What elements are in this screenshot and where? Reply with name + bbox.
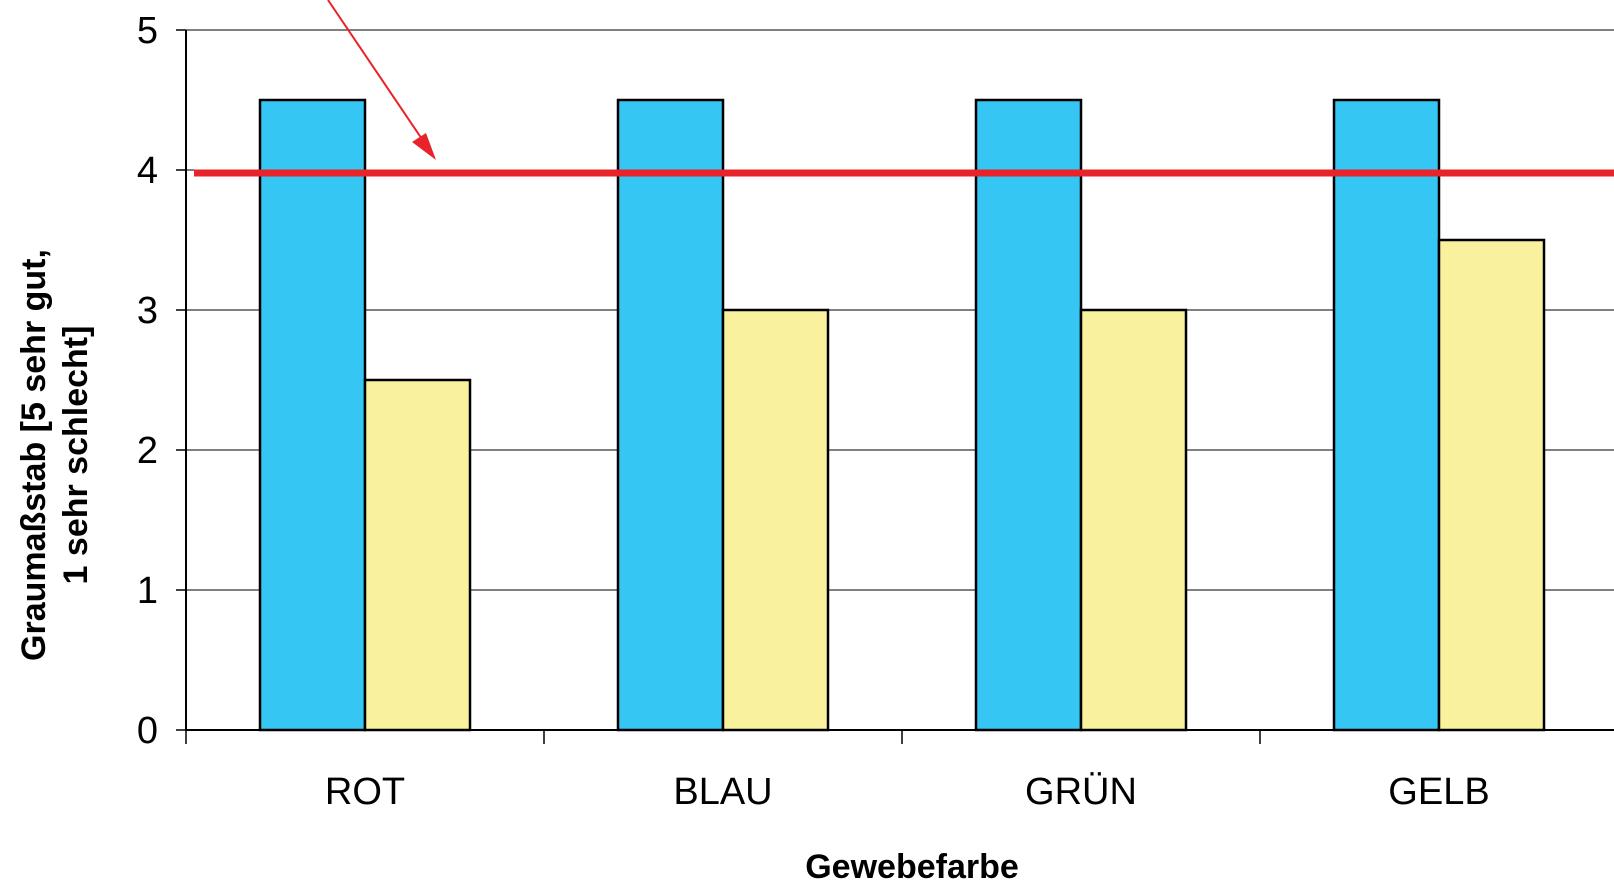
bar-grün-series-1 [974,98,1083,732]
y-tick-label-3: 3 [137,290,158,332]
y-tick-label-2: 2 [137,430,158,472]
bar-blau-series-1 [616,98,725,732]
x-category-label-2: BLAU [673,771,772,813]
y-tick-label-1: 1 [137,570,158,612]
axes [176,29,1614,744]
bar-rot-series-2 [363,378,472,732]
y-axis-title-line-2: 1 sehr schlecht] [57,326,95,585]
bar-grün-series-2 [1079,308,1188,732]
labels: 0 1 2 3 4 5 ROT BLAU GRÜN GELB [137,10,1490,813]
y-tick-label-0: 0 [137,710,158,752]
y-tick-label-4: 4 [137,150,158,192]
reference-line-group [194,0,1614,177]
bar-blau-series-2 [721,308,830,732]
bars [258,98,1546,732]
bar-gelb-series-1 [1332,98,1441,732]
y-axis-title-line-1: Graumaßstab [5 sehr gut, [15,249,53,661]
x-category-label-1: ROT [325,771,405,813]
y-tick-label-5: 5 [137,10,158,52]
annotation-arrow-shaft [327,0,429,149]
annotation-arrow-head [412,133,436,160]
bar-gelb-series-2 [1437,238,1546,732]
x-axis-title: Gewebefarbe [805,848,1019,886]
x-category-label-3: GRÜN [1025,771,1137,813]
y-axis-title: Graumaßstab [5 sehr gut, 1 sehr schlecht… [15,249,95,661]
x-category-label-4: GELB [1388,771,1489,813]
bar-rot-series-1 [258,98,367,732]
